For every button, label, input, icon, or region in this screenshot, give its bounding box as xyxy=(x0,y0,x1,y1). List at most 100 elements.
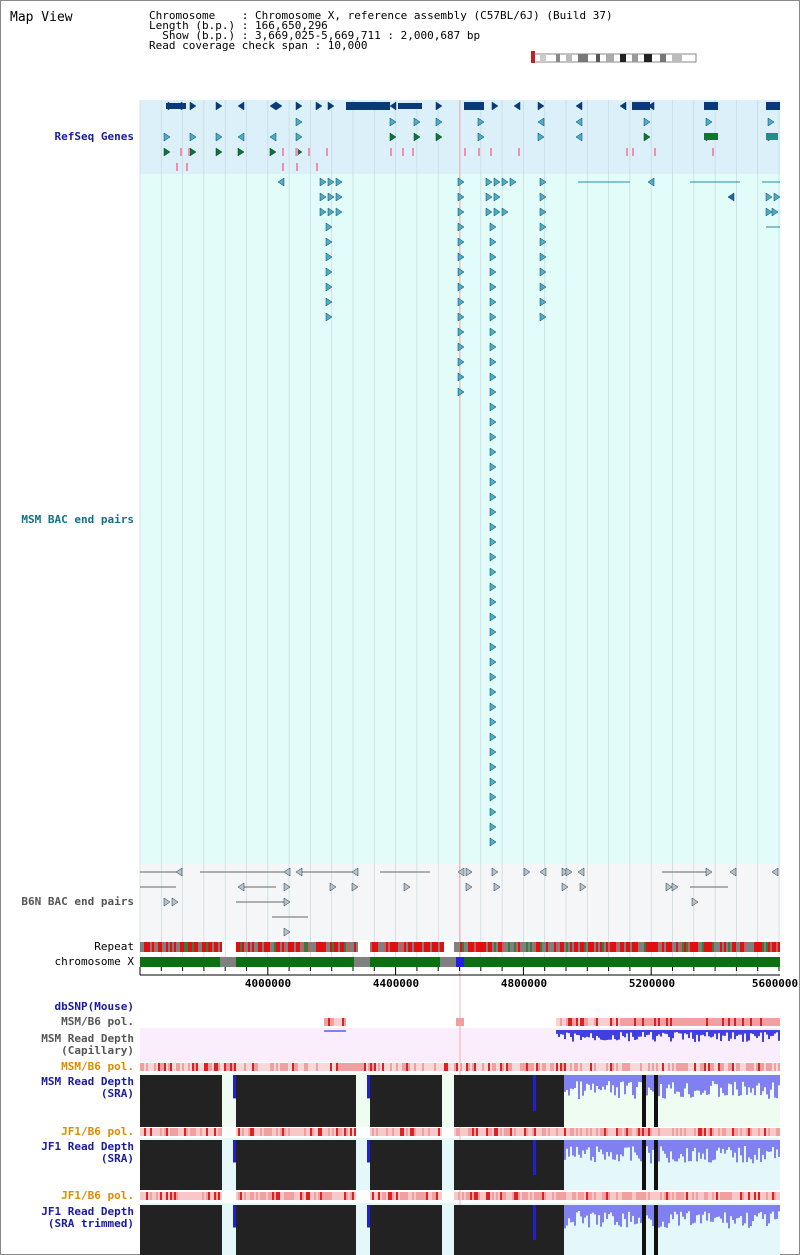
pol-segment xyxy=(740,1018,742,1026)
pol-segment xyxy=(162,1063,164,1071)
repeat-segment xyxy=(216,942,218,952)
pol-segment xyxy=(708,1128,710,1136)
capillary-bar xyxy=(706,1030,708,1033)
pol-segment xyxy=(370,1128,372,1136)
depth-bar xyxy=(718,1075,720,1097)
repeat-segment xyxy=(332,942,334,952)
label-jf1-sra-2[interactable]: (SRA) xyxy=(100,1152,134,1165)
pol-segment xyxy=(194,1128,196,1136)
pol-segment xyxy=(238,1192,240,1200)
depth-bar xyxy=(714,1140,716,1160)
label-msm-cap-1[interactable]: MSM Read Depth xyxy=(41,1032,134,1045)
chromosome-ideogram[interactable] xyxy=(531,51,697,63)
b6n-bac-track[interactable] xyxy=(140,867,779,937)
pol-segment xyxy=(548,1128,550,1136)
repeat-segment xyxy=(308,942,310,952)
pol-segment xyxy=(726,1128,728,1136)
pol-segment xyxy=(734,1128,736,1136)
repeat-segment xyxy=(262,942,264,952)
label-jf1-sra-1[interactable]: JF1 Read Depth xyxy=(41,1140,134,1153)
capillary-bar xyxy=(740,1030,742,1035)
repeat-segment xyxy=(380,942,382,952)
pol-segment xyxy=(456,1063,458,1071)
pol-segment xyxy=(300,1128,302,1136)
label-msm-pol[interactable]: MSM/B6 pol. xyxy=(61,1015,134,1028)
capillary-bar xyxy=(684,1030,686,1034)
refseq-genes-track[interactable] xyxy=(163,101,780,171)
repeat-segment xyxy=(632,942,634,952)
pol-segment xyxy=(584,1128,586,1136)
repeat-segment xyxy=(316,942,318,952)
label-msm-sra-2[interactable]: (SRA) xyxy=(100,1087,134,1100)
pol-segment xyxy=(284,1063,286,1071)
repeat-segment xyxy=(502,942,504,952)
capillary-bar xyxy=(668,1030,670,1038)
depth-bar xyxy=(588,1140,590,1148)
capillary-bar xyxy=(598,1030,600,1038)
msm-bac-track[interactable] xyxy=(277,177,781,847)
capillary-bar xyxy=(742,1030,744,1042)
pol-segment xyxy=(340,1063,342,1071)
label-b6n-bac[interactable]: B6N BAC end pairs xyxy=(21,895,134,908)
label-msm-pol2[interactable]: MSM/B6 pol. xyxy=(61,1060,134,1073)
pink-mark xyxy=(654,148,656,156)
label-chromosome[interactable]: chromosome X xyxy=(54,955,134,968)
pol-segment xyxy=(556,1063,558,1071)
pol-segment xyxy=(724,1063,726,1071)
pol-segment xyxy=(652,1018,654,1026)
pol-segment xyxy=(694,1018,696,1026)
repeat-segment xyxy=(438,942,440,952)
capillary-bar xyxy=(690,1030,692,1033)
label-jf1-pol[interactable]: JF1/B6 pol. xyxy=(61,1125,134,1138)
pol-segment xyxy=(734,1192,736,1200)
depth-bar xyxy=(714,1075,716,1084)
repeat-segment xyxy=(650,942,652,952)
pol-segment xyxy=(744,1192,746,1200)
pol-segment xyxy=(380,1128,382,1136)
pol-segment xyxy=(576,1063,578,1071)
label-dbsnp[interactable]: dbSNP(Mouse) xyxy=(54,1000,134,1013)
pol-segment xyxy=(252,1192,254,1200)
pol-segment xyxy=(598,1063,600,1071)
pol-segment xyxy=(294,1128,296,1136)
pol-segment xyxy=(480,1192,482,1200)
label-repeat[interactable]: Repeat xyxy=(94,940,134,953)
repeat-segment xyxy=(190,942,192,952)
chromosome-track[interactable] xyxy=(140,957,780,967)
pol-segment xyxy=(154,1192,156,1200)
depth-bar xyxy=(568,1205,570,1219)
pol-segment xyxy=(162,1128,164,1136)
pol-segment xyxy=(408,1192,410,1200)
pol-segment xyxy=(660,1063,662,1071)
label-jf1-trim-2[interactable]: (SRA trimmed) xyxy=(47,1217,134,1230)
pol-segment xyxy=(390,1128,392,1136)
label-msm-bac[interactable]: MSM BAC end pairs xyxy=(21,513,134,526)
depth-bar xyxy=(638,1205,640,1218)
pol-segment xyxy=(450,1063,452,1071)
pol-segment xyxy=(562,1192,564,1200)
label-msm-sra-1[interactable]: MSM Read Depth xyxy=(41,1075,134,1088)
gene-arrow xyxy=(457,387,465,397)
pol-segment xyxy=(398,1192,400,1200)
pol-segment xyxy=(330,1192,332,1200)
read-depth-tracks[interactable] xyxy=(140,1030,780,1255)
label-jf1-trim-1[interactable]: JF1 Read Depth xyxy=(41,1205,134,1218)
polymorphism-tracks[interactable] xyxy=(140,1018,780,1200)
label-msm-cap-2[interactable]: (Capillary) xyxy=(61,1044,134,1057)
label-refseq[interactable]: RefSeq Genes xyxy=(54,130,134,143)
pol-segment xyxy=(530,1128,532,1136)
pol-segment xyxy=(522,1063,524,1071)
repeat-track[interactable] xyxy=(140,942,780,952)
depth-bar xyxy=(758,1205,760,1214)
depth-bar xyxy=(742,1140,744,1163)
pol-segment xyxy=(654,1128,656,1136)
pol-segment xyxy=(576,1128,578,1136)
label-jf1-pol2[interactable]: JF1/B6 pol. xyxy=(61,1189,134,1202)
gene-block xyxy=(704,102,718,110)
gene-arrow xyxy=(215,132,223,142)
pol-segment xyxy=(706,1192,708,1200)
pol-segment xyxy=(344,1192,346,1200)
depth-bar xyxy=(774,1205,776,1220)
pol-segment xyxy=(748,1192,750,1200)
